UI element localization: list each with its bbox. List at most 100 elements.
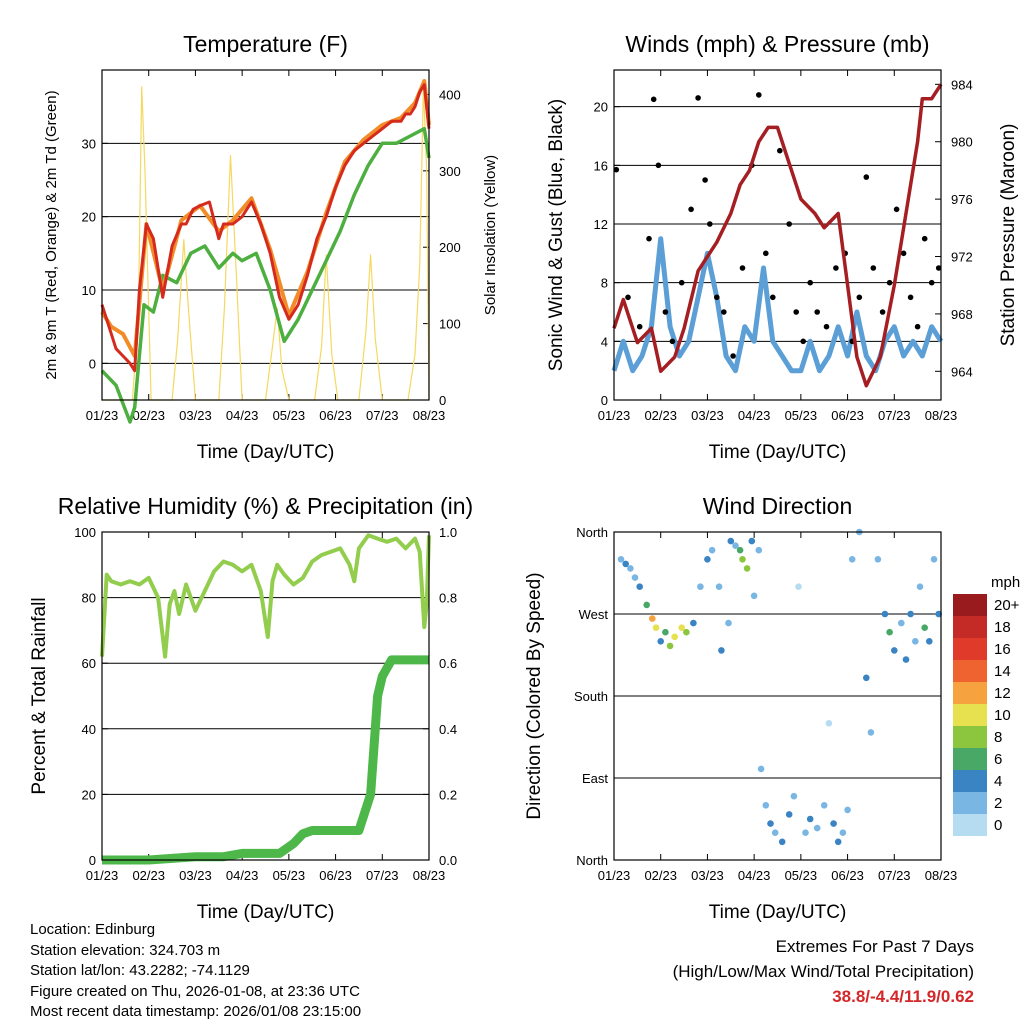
direction-point	[834, 838, 842, 846]
direction-point	[704, 556, 711, 563]
x-tick-label: 05/23	[273, 408, 306, 423]
gust-point	[777, 147, 783, 154]
colorbar-label: 8	[994, 729, 1002, 746]
colorbar-label: 16	[994, 641, 1011, 658]
extremes-box: Extremes For Past 7 Days (High/Low/Max W…	[673, 934, 974, 1009]
colorbar-label: 12	[994, 685, 1011, 702]
x-axis-label: Time (Day/UTC)	[197, 442, 335, 463]
x-tick-label: 01/23	[86, 868, 119, 883]
direction-point	[750, 592, 758, 600]
y-right-axis-label: Solar Insolation (Yellow)	[482, 155, 499, 315]
gust-point	[833, 265, 839, 271]
info-elevation: Station elevation: 324.703 m	[30, 941, 221, 959]
direction-point	[921, 624, 928, 631]
direction-point	[736, 546, 744, 554]
colorbar-swatch	[953, 704, 987, 726]
colorbar-swatch	[953, 638, 987, 660]
y-right-tick-label: 200	[439, 240, 461, 255]
gust-point	[721, 309, 727, 315]
panel-temperature: Temperature (F) Time (Day/UTC) 01/23 02/23 0…	[43, 31, 499, 463]
colorbar-swatch	[953, 616, 987, 638]
y-right-tick-label: 300	[439, 164, 461, 179]
direction-point	[767, 820, 774, 827]
gust-point	[900, 250, 907, 257]
direction-point	[649, 615, 656, 622]
y-right-tick-label: 980	[951, 135, 973, 150]
gust-point	[863, 174, 870, 180]
colorbar-label: 14	[994, 663, 1011, 680]
x-tick-label: 07/23	[878, 408, 911, 423]
x-axis-label: Time (Day/UTC)	[709, 902, 847, 923]
x-tick-label: 08/23	[413, 868, 446, 883]
plot-border	[101, 69, 430, 401]
y-axis-label: 2m & 9m T (Red, Orange) & 2m Td (Green)	[43, 90, 60, 379]
direction-point	[678, 624, 685, 631]
x-tick-label: 04/23	[738, 408, 771, 423]
gust-point	[807, 279, 813, 286]
chart-title: Relative Humidity (%) & Precipitation (i…	[58, 493, 473, 519]
x-tick-label: 06/23	[319, 868, 352, 883]
x-tick-label: 04/23	[226, 868, 259, 883]
x-tick-label: 06/23	[831, 408, 864, 423]
direction-point	[874, 556, 882, 563]
direction-point	[631, 574, 639, 581]
series-2m-t	[100, 83, 431, 373]
y-right-tick-label: 0	[439, 393, 446, 408]
x-tick-label: 03/23	[691, 408, 724, 423]
gust-point	[907, 294, 914, 301]
direction-point	[881, 610, 889, 618]
info-location: Location: Edinburg	[30, 921, 156, 938]
y-tick-label: 60	[82, 656, 96, 671]
direction-point	[748, 537, 756, 545]
gust-point	[823, 323, 830, 330]
x-tick-label: 05/23	[273, 868, 306, 883]
direction-point	[916, 583, 924, 590]
direction-point	[715, 583, 723, 590]
series-total-precipitation	[102, 655, 429, 865]
gust-point	[914, 323, 921, 330]
direction-point	[622, 560, 629, 568]
y-right-tick-label: 0.6	[439, 656, 457, 671]
y-right-tick-label: 972	[951, 250, 973, 265]
direction-point	[820, 802, 828, 809]
colorbar-label: 18	[994, 619, 1011, 636]
direction-point	[912, 638, 919, 645]
gust-point	[695, 95, 701, 101]
gust-point	[625, 294, 631, 301]
direction-point	[867, 729, 875, 736]
x-tick-label: 02/23	[132, 408, 165, 423]
series-station-pressure	[612, 83, 943, 388]
colorbar-label: 10	[994, 707, 1011, 724]
direction-point	[839, 829, 847, 836]
extremes-subtitle: (High/Low/Max Wind/Total Precipitation)	[672, 962, 974, 981]
y-tick-label: 0	[89, 853, 96, 868]
info-recent: Most recent data timestamp: 2026/01/08 2…	[30, 1003, 362, 1020]
gust-point	[763, 250, 769, 257]
gust-point	[613, 166, 620, 173]
gust-point	[669, 338, 676, 345]
y-axis-label: Direction (Colored By Speed)	[524, 572, 545, 819]
y-tick-label: East	[582, 771, 608, 786]
y-tick-label: 12	[594, 217, 608, 232]
direction-point	[825, 720, 833, 727]
direction-point	[739, 556, 746, 563]
gust-point	[921, 235, 928, 242]
chart-title: Temperature (F)	[183, 31, 348, 57]
series-2m-td	[100, 126, 431, 424]
series-sonic-wind	[611, 236, 944, 374]
direction-point	[657, 638, 664, 645]
y-tick-label: 0	[601, 393, 608, 408]
colorbar-swatch	[953, 792, 987, 814]
direction-point	[636, 583, 643, 590]
gust-point	[714, 294, 720, 301]
y-right-tick-label: 964	[951, 364, 973, 379]
x-tick-label: 01/23	[598, 408, 631, 423]
plot-border	[613, 69, 942, 401]
colorbar-swatch	[953, 748, 987, 770]
y-tick-label: 20	[82, 210, 96, 225]
y-tick-label: 10	[82, 283, 96, 298]
direction-point	[886, 628, 893, 636]
x-tick-label: 03/23	[691, 868, 724, 883]
direction-point	[830, 820, 837, 827]
